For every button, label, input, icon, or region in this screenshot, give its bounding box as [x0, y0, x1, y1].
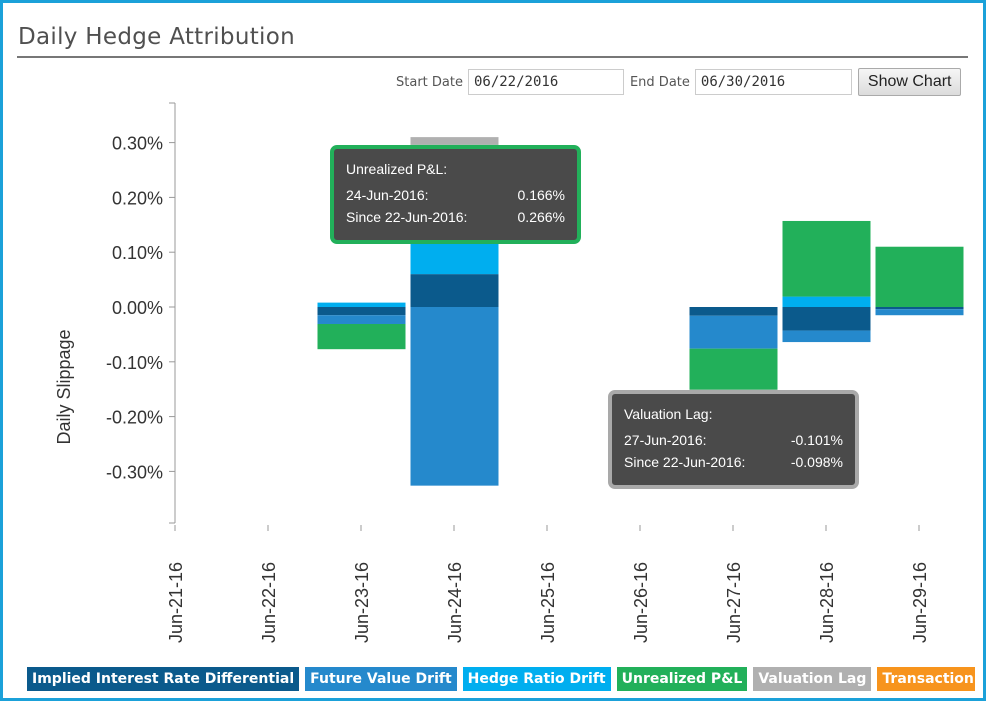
- bar-segment: [410, 137, 499, 145]
- legend-item[interactable]: Implied Interest Rate Differential: [27, 667, 300, 691]
- end-date-input[interactable]: [694, 69, 852, 95]
- date-controls: Start Date End Date Show Chart: [396, 68, 962, 96]
- tooltip-label: 27-Jun-2016:: [624, 432, 707, 448]
- legend-item[interactable]: Hedge Ratio Drift: [462, 667, 611, 691]
- tooltip-value: 0.166%: [517, 187, 565, 203]
- x-tick-label: Jun-27-16: [724, 562, 744, 643]
- tooltip-value: -0.098%: [790, 454, 843, 470]
- bar-segment: [689, 307, 778, 316]
- x-tick-label: Jun-24-16: [445, 562, 465, 643]
- bar-segment: [875, 246, 964, 307]
- y-axis-title: Daily Slippage: [54, 329, 74, 444]
- tooltip-label: Since 22-Jun-2016:: [346, 209, 468, 225]
- bar-segment: [875, 307, 964, 310]
- tooltip-unrealized-pl: Unrealized P&L: 24-Jun-2016: 0.166% Since…: [330, 145, 581, 244]
- y-tick-label: 0.10%: [112, 243, 163, 263]
- title-divider: [17, 56, 968, 58]
- y-tick-label: 0.30%: [112, 134, 163, 154]
- x-tick-label: Jun-23-16: [352, 562, 372, 643]
- legend-item[interactable]: Valuation Lag: [753, 667, 872, 691]
- bar-segment: [782, 307, 871, 331]
- start-date-input[interactable]: [467, 69, 624, 95]
- y-tick-label: -0.30%: [106, 462, 163, 482]
- bar-segment: [689, 315, 778, 349]
- legend-item[interactable]: Unrealized P&L: [616, 667, 748, 691]
- x-tick-label: Jun-21-16: [166, 562, 186, 643]
- y-tick-label: 0.20%: [112, 188, 163, 208]
- bar-segment: [875, 309, 964, 316]
- end-date-label: End Date: [629, 74, 690, 90]
- chart-legend: Implied Interest Rate Differential Future…: [27, 667, 975, 691]
- legend-item[interactable]: Transaction Cost: [877, 667, 975, 691]
- x-tick-label: Jun-22-16: [259, 562, 279, 643]
- tooltip-label: Since 22-Jun-2016:: [624, 454, 746, 470]
- bar-segment: [782, 330, 871, 343]
- tooltip-label: 24-Jun-2016:: [346, 187, 429, 203]
- bar-segment: [782, 220, 871, 297]
- bar-segment: [317, 315, 406, 324]
- tooltip-value: -0.101%: [790, 432, 843, 448]
- legend-item[interactable]: Future Value Drift: [305, 667, 457, 691]
- bar-segment: [410, 307, 499, 486]
- start-date-label: Start Date: [396, 74, 463, 90]
- bar-segment: [317, 307, 406, 316]
- tooltip-valuation-lag: Valuation Lag: 27-Jun-2016: -0.101% Since…: [608, 390, 859, 489]
- tooltip-series: Valuation Lag:: [624, 406, 713, 422]
- bar-segment: [782, 296, 871, 307]
- y-tick-label: -0.10%: [106, 353, 163, 373]
- x-tick-label: Jun-28-16: [817, 562, 837, 643]
- page-title: Daily Hedge Attribution: [18, 24, 295, 50]
- bar-segment: [689, 348, 778, 390]
- x-tick-label: Jun-25-16: [538, 562, 558, 643]
- tooltip-value: 0.266%: [517, 209, 565, 225]
- y-tick-label: -0.20%: [106, 408, 163, 428]
- x-tick-label: Jun-29-16: [910, 562, 930, 643]
- x-tick-label: Jun-26-16: [631, 562, 651, 643]
- y-tick-label: 0.00%: [112, 298, 163, 318]
- tooltip-series: Unrealized P&L:: [346, 161, 448, 177]
- bar-segment: [410, 274, 499, 307]
- bar-segment: [410, 241, 499, 275]
- bar-segment: [317, 323, 406, 350]
- show-chart-button[interactable]: Show Chart: [857, 68, 962, 96]
- bar-segment: [317, 302, 406, 307]
